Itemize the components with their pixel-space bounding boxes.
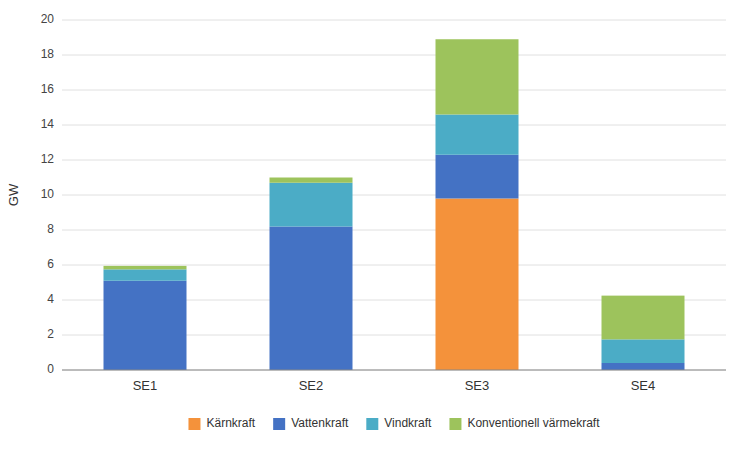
- chart: 0 2 4 6 8 10 12 14 16 18 20 GW SE1 SE2 SE3 SE4 Kärnkraft…: [0, 0, 750, 450]
- chart-container: 0 2 4 6 8 10 12 14 16 18 20 GW SE1 SE2 SE3 SE4 Kärnkraft…: [0, 0, 750, 450]
- grid-line: [62, 195, 726, 196]
- y-axis-label: GW: [6, 183, 21, 206]
- legend-item: Vindkraft: [366, 416, 432, 430]
- x-axis-line: [62, 370, 726, 371]
- bar-segment: [270, 183, 353, 227]
- x-axis: SE1 SE2 SE3 SE4: [62, 370, 726, 393]
- legend-label: Kärnkraft: [206, 416, 255, 430]
- bar-segment: [602, 296, 685, 340]
- bar-segment: [436, 115, 519, 155]
- legend-swatch: [366, 418, 378, 430]
- y-tick-label: 6: [47, 257, 54, 271]
- bar-segment: [602, 339, 685, 363]
- legend-label: Konventionell värmekraft: [467, 416, 600, 430]
- grid-line: [62, 370, 726, 371]
- x-tick-label: SE4: [631, 378, 656, 393]
- legend-swatch: [273, 418, 285, 430]
- grid-line: [62, 160, 726, 161]
- legend-item: Vattenkraft: [273, 416, 349, 430]
- x-tick-label: SE1: [133, 378, 158, 393]
- bar-segment: [436, 199, 519, 371]
- legend-item: Kärnkraft: [188, 416, 255, 430]
- y-tick-label: 0: [47, 362, 54, 376]
- y-tick-label: 16: [41, 82, 55, 96]
- grid-line: [62, 125, 726, 126]
- grid-line: [62, 230, 726, 231]
- legend: Kärnkraft Vattenkraft Vindkraft Konventione…: [188, 416, 600, 430]
- y-tick-label: 14: [41, 117, 55, 131]
- legend-item: Konventionell värmekraft: [449, 416, 600, 430]
- bar-segment: [436, 155, 519, 199]
- legend-label: Vindkraft: [384, 416, 432, 430]
- legend-swatch: [449, 418, 461, 430]
- x-tick-label: SE2: [299, 378, 324, 393]
- bars: [104, 39, 685, 370]
- y-tick-label: 18: [41, 47, 55, 61]
- legend-label: Vattenkraft: [291, 416, 349, 430]
- grid-line: [62, 20, 726, 21]
- x-tick-label: SE3: [465, 378, 490, 393]
- bar-segment: [104, 266, 187, 270]
- bar-segment: [104, 269, 187, 280]
- legend-swatch: [188, 418, 200, 430]
- y-axis: 0 2 4 6 8 10 12 14 16 18 20: [41, 12, 726, 376]
- y-tick-label: 2: [47, 327, 54, 341]
- grid-line: [62, 55, 726, 56]
- y-tick-label: 20: [41, 12, 55, 26]
- y-tick-label: 4: [47, 292, 54, 306]
- bar-segment: [436, 39, 519, 114]
- bar-segment: [602, 363, 685, 370]
- bar-segment: [270, 178, 353, 183]
- grid-line: [62, 90, 726, 91]
- grid-line: [62, 265, 726, 266]
- y-tick-label: 10: [41, 187, 55, 201]
- bar-segment: [104, 281, 187, 370]
- y-tick-label: 8: [47, 222, 54, 236]
- y-tick-label: 12: [41, 152, 55, 166]
- bar-segment: [270, 227, 353, 371]
